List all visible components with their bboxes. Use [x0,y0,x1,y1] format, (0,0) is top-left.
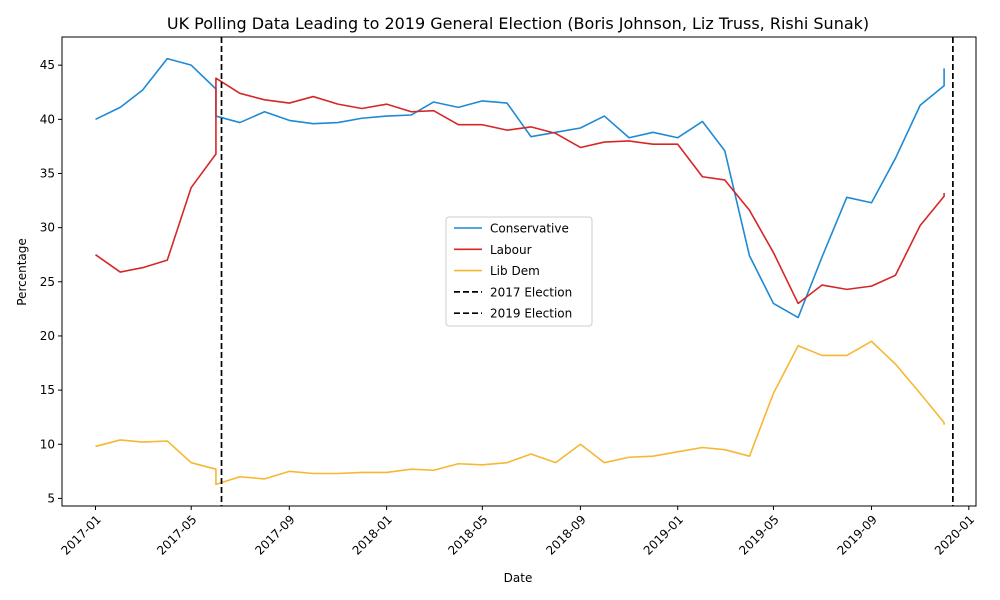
x-tick-label: 2019-05 [736,512,781,557]
legend-label: 2017 Election [490,285,572,299]
legend: Conservative Labour Lib Dem 2017 Election 20… [445,216,593,327]
y-tick-label: 35 [40,166,55,180]
y-tick-label: 10 [40,437,55,451]
x-tick-label: 2018-01 [350,512,395,557]
x-tick-label: 2018-05 [445,512,490,557]
x-tick-label: 2017-09 [252,512,297,557]
series-line-labour [95,77,945,305]
x-tick-label: 2018-09 [543,512,588,557]
x-tick-label: 2019-01 [641,512,686,557]
plot-area [95,37,954,506]
y-tick-label: 40 [40,112,55,126]
plot-frame [61,36,977,507]
y-tick-label: 25 [40,275,55,289]
y-axis-title: Percentage [15,238,29,306]
x-tick-label: 2017-05 [154,512,199,557]
x-tick-label: 2019-09 [835,512,880,557]
legend-label: Lib Dem [490,264,540,278]
y-axis: 5 10 15 20 25 30 35 40 45 [40,58,62,505]
x-axis: 2017-01 2017-05 2017-09 2018-01 2018-05 2018-… [58,506,977,558]
x-tick-label: 2017-01 [58,512,103,557]
series-line-lib-dem [95,340,945,486]
y-tick-label: 15 [40,383,55,397]
legend-box [445,216,593,327]
legend-label: Conservative [490,222,569,236]
series-line-conservative [95,57,945,319]
y-tick-label: 5 [47,491,55,505]
legend-label: 2019 Election [490,307,572,321]
chart-title: UK Polling Data Leading to 2019 General … [167,14,869,33]
legend-label: Labour [490,243,532,257]
y-tick-label: 30 [40,221,55,235]
y-tick-label: 20 [40,329,55,343]
y-tick-label: 45 [40,58,55,72]
x-tick-label: 2020-01 [932,512,977,557]
x-axis-title: Date [504,571,533,585]
